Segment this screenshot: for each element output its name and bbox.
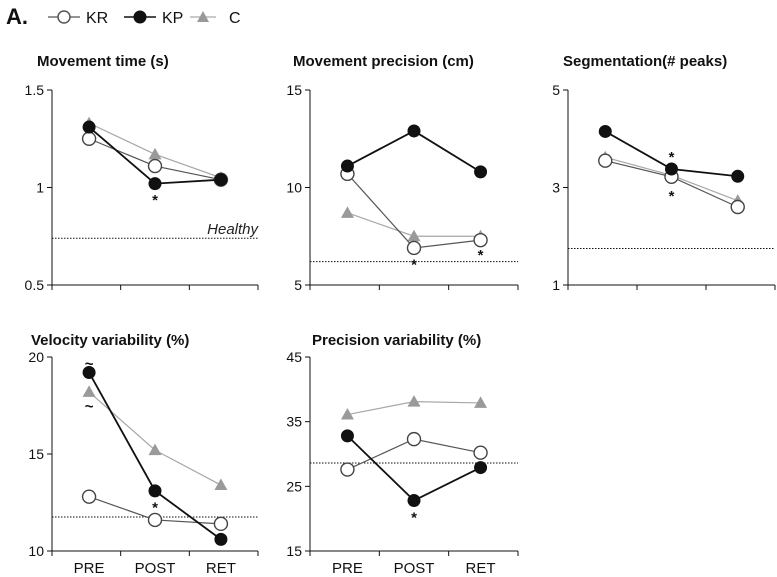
legend-kp-marker: [133, 10, 147, 24]
point-c: [148, 443, 162, 456]
point-kr: [147, 512, 163, 528]
legend-kr-label: KR: [86, 10, 108, 27]
legend-kr-marker: [57, 10, 71, 24]
point-kp: [340, 159, 354, 173]
y-tick-label: 10: [28, 543, 44, 559]
x-tick-label: POST: [394, 560, 435, 577]
significance-marker: *: [478, 247, 484, 264]
panel-title: Movement time (s): [37, 53, 169, 70]
legend-c-label: C: [229, 10, 241, 27]
point-kp: [731, 169, 745, 183]
panel-movement-time: Movement time (s) 0.5 1 1.5 Healthy *: [25, 53, 260, 293]
significance-marker: *: [152, 192, 158, 209]
significance-marker: *: [411, 257, 417, 274]
point-kr: [81, 131, 97, 146]
y-tick-label: 15: [28, 446, 44, 462]
point-kr: [81, 489, 97, 504]
significance-marker: *: [669, 149, 675, 166]
point-c: [340, 408, 354, 420]
point-kr: [473, 445, 488, 460]
tilde-marker: ~: [85, 399, 94, 416]
significance-marker: *: [669, 188, 675, 205]
point-kp: [82, 120, 96, 134]
y-tick-label: 35: [286, 414, 302, 430]
point-c: [148, 147, 162, 160]
y-tick-label: 10: [286, 180, 302, 196]
figure-label: A.: [6, 4, 28, 29]
panel-segmentation: Segmentation(# peaks) 1 3 5 * *: [552, 53, 776, 293]
panel-title: Precision variability (%): [312, 332, 481, 349]
y-tick-label: 1: [36, 180, 44, 196]
point-kp: [340, 429, 354, 443]
point-kr: [473, 232, 488, 248]
point-kp: [598, 124, 612, 138]
y-tick-label: 25: [286, 478, 302, 494]
y-tick-label: 15: [286, 82, 302, 98]
y-tick-label: 45: [286, 349, 302, 365]
point-kp: [407, 124, 421, 138]
y-tick-label: 1.5: [25, 82, 45, 98]
point-kp: [214, 532, 228, 546]
point-kr: [598, 153, 613, 168]
point-c: [214, 478, 228, 491]
point-kr: [406, 431, 422, 447]
panel-velocity-variability: Velocity variability (%) 10 15 20 PRE POST RET…: [28, 332, 259, 577]
healthy-label: Healthy: [207, 221, 259, 238]
x-tick-label: POST: [135, 560, 176, 577]
point-c: [474, 396, 488, 408]
point-kr: [406, 240, 422, 256]
y-tick-label: 0.5: [25, 277, 45, 293]
y-tick-label: 1: [552, 277, 560, 293]
y-tick-label: 20: [28, 349, 44, 365]
significance-marker: *: [411, 510, 417, 527]
y-tick-label: 5: [552, 82, 560, 98]
x-tick-label: RET: [466, 560, 496, 577]
point-kp: [214, 173, 228, 187]
legend: KR KP C: [48, 10, 241, 27]
point-kr: [730, 199, 745, 215]
point-kp: [148, 177, 162, 191]
y-tick-label: 15: [286, 543, 302, 559]
x-tick-label: RET: [206, 560, 236, 577]
point-kp: [665, 162, 678, 176]
point-kp: [148, 484, 162, 498]
y-tick-label: 3: [552, 180, 560, 196]
panel-title: Segmentation(# peaks): [563, 53, 727, 70]
series-line-c: [88, 391, 222, 486]
point-c: [340, 206, 354, 218]
point-kp: [474, 461, 488, 475]
panel-movement-precision: Movement precision (cm) 5 10 15 * *: [286, 53, 519, 293]
significance-marker: *: [152, 499, 158, 516]
legend-c-marker: [197, 11, 209, 22]
panel-precision-variability: Precision variability (%) 15 25 35 45 PRE POST…: [286, 332, 519, 577]
x-tick-label: PRE: [332, 560, 363, 577]
point-kr: [213, 516, 229, 532]
y-tick-label: 5: [294, 277, 302, 293]
panel-title: Movement precision (cm): [293, 53, 474, 70]
point-c: [82, 385, 96, 397]
panel-title: Velocity variability (%): [31, 332, 189, 349]
tilde-marker: ~: [85, 356, 94, 373]
point-c: [407, 395, 421, 407]
point-kr: [147, 158, 163, 174]
point-kp: [82, 366, 96, 380]
x-tick-label: PRE: [74, 560, 105, 577]
point-kp: [407, 494, 421, 508]
legend-kp-label: KP: [162, 10, 183, 27]
point-kr: [340, 462, 355, 477]
point-c: [407, 229, 421, 242]
point-kp: [474, 165, 488, 179]
